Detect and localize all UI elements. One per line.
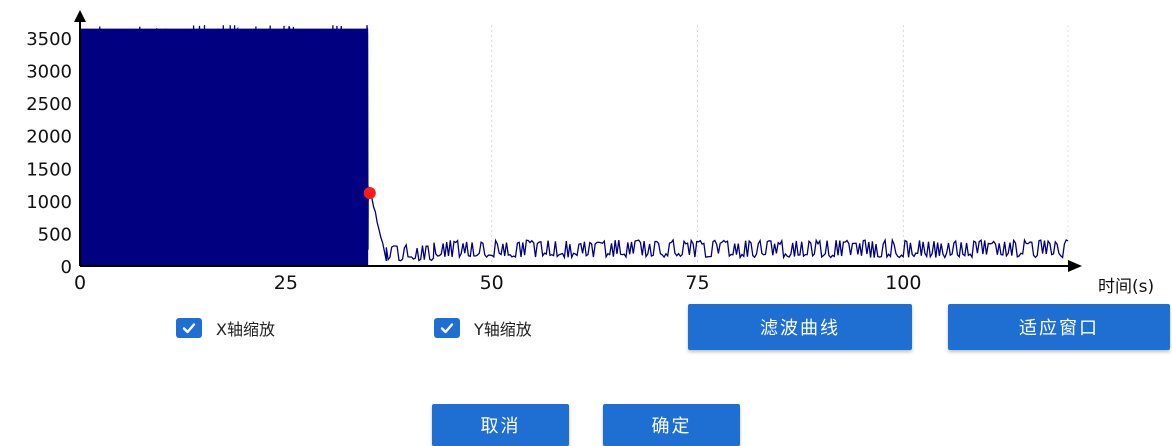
x-tick-label: 75 — [685, 272, 709, 294]
checkmark-icon — [181, 320, 197, 336]
chart-grid — [286, 25, 1068, 266]
checkmark-icon — [439, 320, 455, 336]
series-line — [80, 25, 1068, 266]
confirm-button[interactable]: 确定 — [603, 404, 740, 446]
y-tick-label: 500 — [38, 224, 72, 245]
y-tick-label: 2500 — [26, 94, 72, 115]
cancel-button[interactable]: 取消 — [432, 404, 569, 446]
y-axis-arrow-icon — [74, 10, 86, 22]
y-tick-label: 1000 — [26, 192, 72, 213]
x-axis-ticks: 0 25 50 75 100 — [74, 272, 922, 294]
filter-curve-button[interactable]: 滤波曲线 — [688, 304, 912, 350]
y-tick-label: 1500 — [26, 159, 72, 180]
y-tick-label: 3000 — [26, 62, 72, 83]
y-tick-label: 3500 — [26, 29, 72, 50]
y-axis-ticks: 0 500 1000 1500 2000 2500 3000 3500 — [26, 29, 72, 278]
y-tick-label: 2000 — [26, 127, 72, 148]
x-axis-arrow-icon — [1068, 260, 1082, 272]
y-zoom-checkbox[interactable] — [434, 318, 460, 338]
y-tick-label: 0 — [61, 257, 72, 278]
y-zoom-label: Y轴缩放 — [474, 316, 532, 340]
x-zoom-checkbox[interactable] — [176, 318, 202, 338]
x-axis-label: 时间(s) — [1098, 277, 1154, 297]
x-tick-label: 50 — [480, 272, 504, 294]
y-zoom-option[interactable]: Y轴缩放 — [434, 316, 532, 340]
fit-window-button[interactable]: 适应窗口 — [948, 304, 1170, 350]
x-tick-label: 25 — [274, 272, 298, 294]
x-zoom-option[interactable]: X轴缩放 — [176, 316, 275, 340]
x-tick-label: 0 — [74, 272, 86, 294]
x-tick-label: 100 — [885, 272, 921, 294]
data-cursor-marker[interactable] — [364, 187, 376, 199]
x-zoom-label: X轴缩放 — [216, 316, 275, 340]
